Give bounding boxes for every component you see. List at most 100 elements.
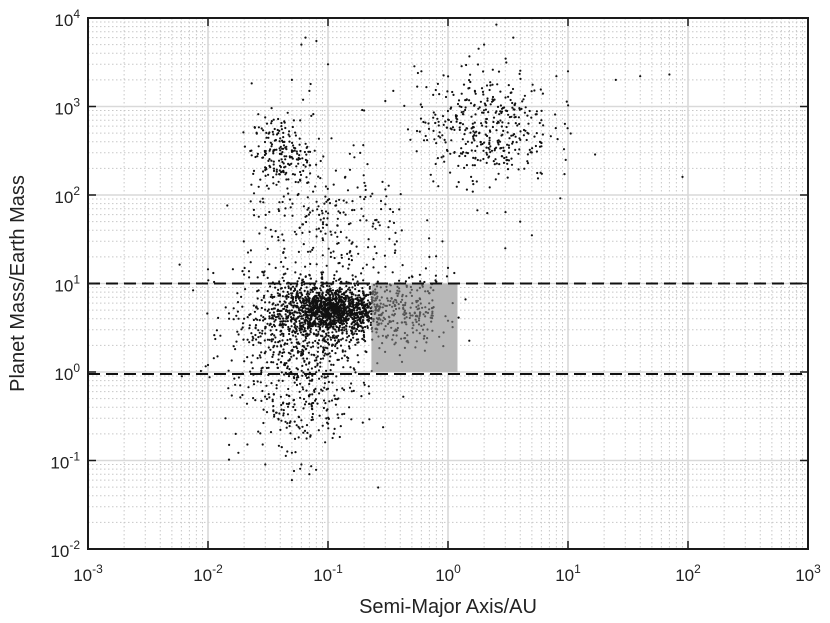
- data-point: [292, 119, 295, 122]
- data-point: [307, 310, 310, 313]
- data-point: [492, 120, 495, 124]
- data-point: [289, 432, 292, 435]
- data-point: [473, 89, 476, 92]
- data-point: [278, 280, 281, 283]
- data-point: [465, 63, 468, 67]
- data-point: [304, 158, 307, 161]
- data-point: [416, 308, 419, 311]
- data-point: [360, 395, 363, 398]
- data-point: [346, 189, 350, 192]
- data-point: [423, 334, 426, 338]
- data-point: [317, 315, 320, 318]
- data-point: [300, 315, 303, 318]
- data-point: [381, 334, 384, 337]
- data-point: [376, 295, 379, 298]
- data-point: [465, 164, 468, 167]
- data-point: [431, 314, 434, 317]
- data-point: [460, 111, 463, 114]
- data-point: [382, 303, 385, 306]
- data-point: [468, 339, 471, 342]
- data-point: [446, 319, 450, 322]
- data-point: [392, 89, 395, 92]
- data-point: [336, 217, 339, 220]
- data-point: [488, 148, 491, 151]
- data-point: [419, 298, 422, 301]
- data-point: [352, 389, 355, 392]
- data-point: [336, 319, 339, 322]
- data-point: [304, 374, 308, 377]
- data-point: [425, 341, 428, 344]
- data-point: [257, 341, 260, 344]
- data-point: [475, 180, 478, 183]
- data-point: [299, 306, 302, 309]
- data-point: [452, 93, 455, 96]
- data-point: [315, 235, 318, 238]
- data-point: [455, 120, 458, 123]
- data-point: [296, 374, 299, 377]
- data-point: [540, 119, 543, 122]
- data-point: [415, 320, 418, 323]
- data-point: [518, 122, 521, 126]
- data-point: [356, 341, 359, 344]
- data-point: [475, 134, 478, 137]
- data-point: [305, 357, 309, 360]
- data-point: [464, 154, 467, 158]
- data-point: [206, 312, 209, 315]
- data-point: [284, 272, 287, 275]
- data-point: [387, 322, 390, 325]
- data-point: [287, 285, 290, 288]
- data-point: [273, 344, 276, 347]
- data-point: [316, 333, 319, 336]
- data-point: [363, 383, 366, 386]
- data-point: [310, 405, 313, 408]
- data-point: [334, 169, 337, 172]
- data-point: [342, 310, 345, 313]
- data-point: [342, 292, 345, 295]
- data-point: [367, 238, 370, 241]
- data-point: [277, 353, 280, 356]
- data-point: [283, 307, 286, 310]
- data-point: [369, 323, 372, 327]
- data-point: [362, 381, 365, 384]
- data-point: [328, 400, 331, 403]
- data-point: [272, 302, 275, 305]
- data-point: [384, 203, 387, 206]
- data-point: [285, 317, 288, 320]
- data-point: [507, 122, 510, 125]
- data-point: [339, 211, 342, 214]
- data-point: [292, 329, 295, 332]
- data-point: [479, 140, 482, 144]
- data-point: [327, 212, 330, 215]
- data-point: [442, 123, 445, 126]
- data-point: [443, 160, 446, 163]
- data-point: [363, 305, 367, 308]
- data-point: [402, 395, 405, 398]
- data-point: [283, 214, 286, 217]
- data-point: [443, 138, 446, 141]
- data-point: [431, 312, 434, 315]
- data-point: [373, 245, 376, 248]
- data-point: [510, 115, 513, 118]
- data-point: [334, 343, 337, 346]
- data-point: [283, 305, 287, 308]
- x-tick-label: 10-1: [313, 562, 343, 585]
- data-point: [379, 314, 382, 317]
- data-point: [272, 118, 275, 121]
- data-point: [327, 422, 330, 425]
- data-point: [470, 149, 473, 152]
- data-point: [490, 100, 494, 103]
- data-point: [338, 198, 341, 201]
- data-point: [349, 302, 352, 305]
- data-point: [511, 142, 514, 145]
- data-point: [275, 411, 278, 414]
- data-point: [507, 84, 510, 87]
- data-point: [287, 178, 290, 181]
- data-point: [500, 146, 503, 150]
- data-point: [317, 137, 320, 140]
- data-point: [242, 131, 245, 134]
- data-point: [277, 132, 280, 135]
- data-point: [324, 185, 327, 188]
- data-point: [235, 340, 238, 343]
- data-point: [331, 381, 334, 384]
- data-point: [303, 327, 306, 330]
